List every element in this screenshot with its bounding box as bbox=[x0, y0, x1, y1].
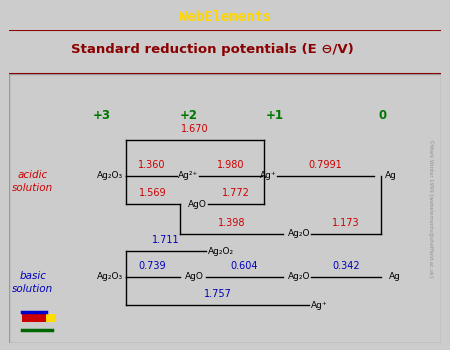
Text: Ag₂O₃: Ag₂O₃ bbox=[97, 272, 123, 281]
Text: ©Mark Winter 1999 [webelements@sheffield.ac.uk]: ©Mark Winter 1999 [webelements@sheffield… bbox=[428, 139, 433, 277]
Text: Ag₂O: Ag₂O bbox=[288, 272, 310, 281]
Text: 0: 0 bbox=[378, 109, 387, 122]
Text: AgO: AgO bbox=[185, 272, 204, 281]
Text: 0.604: 0.604 bbox=[231, 261, 258, 271]
Text: 0.739: 0.739 bbox=[139, 261, 166, 271]
Text: Ag₂O₂: Ag₂O₂ bbox=[208, 247, 234, 256]
Text: Ag: Ag bbox=[389, 272, 401, 281]
Text: Ag₂O: Ag₂O bbox=[288, 229, 310, 238]
Text: 1.360: 1.360 bbox=[138, 160, 165, 170]
Text: acidic
solution: acidic solution bbox=[12, 170, 54, 193]
Text: 1.670: 1.670 bbox=[181, 124, 208, 134]
Text: Ag⁺: Ag⁺ bbox=[311, 301, 328, 310]
Text: +1: +1 bbox=[266, 109, 284, 122]
Text: Ag: Ag bbox=[385, 172, 397, 180]
Bar bbox=[46, 314, 55, 322]
Text: Ag⁺: Ag⁺ bbox=[260, 172, 276, 180]
Text: +3: +3 bbox=[93, 109, 111, 122]
Text: 1.757: 1.757 bbox=[203, 289, 231, 299]
Text: 1.173: 1.173 bbox=[332, 218, 360, 228]
Text: +2: +2 bbox=[179, 109, 197, 122]
Bar bbox=[22, 314, 46, 322]
Text: 0.7991: 0.7991 bbox=[309, 160, 342, 170]
Text: 1.398: 1.398 bbox=[218, 218, 245, 228]
Text: Standard reduction potentials (E ⊖/V): Standard reduction potentials (E ⊖/V) bbox=[71, 43, 353, 56]
Text: 0.342: 0.342 bbox=[332, 261, 360, 271]
Text: 1.772: 1.772 bbox=[222, 188, 250, 198]
Text: 1.980: 1.980 bbox=[216, 160, 244, 170]
Text: 1.711: 1.711 bbox=[152, 236, 180, 245]
Text: basic
solution: basic solution bbox=[12, 271, 54, 294]
Text: Ag₂O₃: Ag₂O₃ bbox=[97, 172, 123, 180]
Text: WebElements: WebElements bbox=[179, 9, 271, 24]
Text: AgO: AgO bbox=[188, 200, 207, 209]
Text: 1.569: 1.569 bbox=[139, 188, 166, 198]
Text: Ag²⁺: Ag²⁺ bbox=[178, 172, 198, 180]
